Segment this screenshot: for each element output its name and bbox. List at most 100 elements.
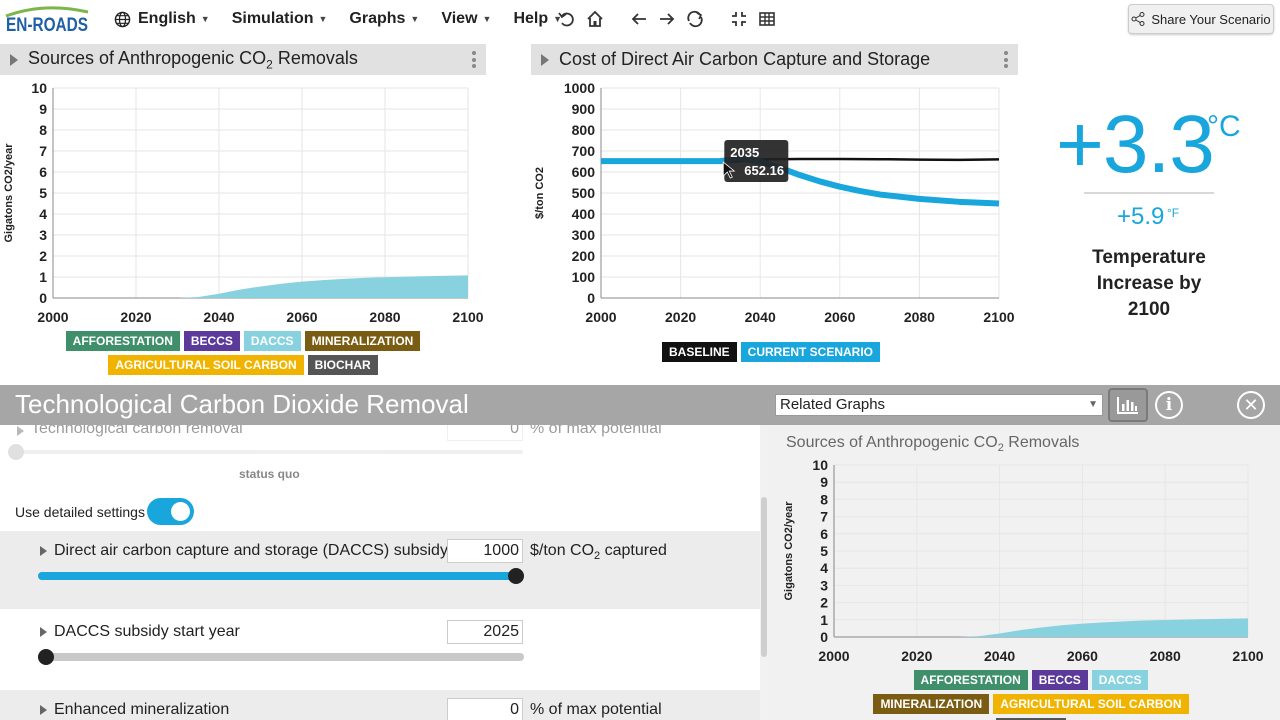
- y-tick-label: 300: [572, 227, 596, 243]
- y-tick-label: 0: [587, 290, 595, 306]
- y-tick-label: 10: [812, 457, 828, 473]
- y-tick-label: 400: [572, 206, 596, 222]
- lever-slider[interactable]: [8, 444, 523, 460]
- lever-panel-title: Technological Carbon Dioxide Removal: [15, 389, 469, 419]
- lever-value-input[interactable]: 1000: [447, 539, 523, 563]
- close-icon[interactable]: ✕: [1237, 391, 1265, 419]
- expand-triangle-icon[interactable]: [10, 53, 18, 66]
- y-tick-label: 8: [39, 122, 47, 138]
- lever-slider[interactable]: [38, 568, 524, 584]
- temperature-celsius: +3.3: [1056, 99, 1215, 190]
- y-tick-label: 2: [820, 595, 828, 611]
- legend-chip-daccs[interactable]: DACCS: [1091, 670, 1149, 690]
- graph-view-button[interactable]: [1108, 388, 1148, 422]
- temperature-divider: [1084, 192, 1214, 194]
- slider-knob[interactable]: [508, 568, 524, 584]
- detailed-settings-label: Use detailed settings: [15, 504, 145, 520]
- compress-icon[interactable]: [728, 8, 750, 30]
- expand-triangle-icon[interactable]: [40, 627, 47, 637]
- menu-label: English: [138, 10, 196, 27]
- y-tick-label: 5: [820, 543, 828, 559]
- x-tick-label: 2060: [1067, 648, 1098, 664]
- x-tick-label: 2040: [984, 648, 1015, 664]
- globe-icon: [114, 11, 131, 27]
- lever-unit: % of max potential: [530, 701, 662, 718]
- related-graphs-select[interactable]: Related Graphs ▼: [775, 394, 1103, 416]
- legend-chip-beccs[interactable]: BECCS: [183, 331, 240, 351]
- cursor-arrow-icon: [722, 161, 736, 179]
- logo-text: EN-ROADS: [6, 15, 88, 34]
- share-scenario-button[interactable]: Share Your Scenario: [1128, 4, 1274, 34]
- legend-chip-baseline[interactable]: BASELINE: [661, 342, 737, 362]
- temperature-celsius-unit: °C: [1207, 110, 1241, 143]
- legend-chip-biochar[interactable]: BIOCHAR: [307, 355, 378, 375]
- graph2-header[interactable]: Cost of Direct Air Carbon Capture and St…: [531, 44, 1018, 75]
- legend-chip-afforestation[interactable]: AFFORESTATION: [65, 331, 180, 351]
- redo-icon[interactable]: [684, 8, 706, 30]
- back-arrow-icon[interactable]: [628, 8, 650, 30]
- toggle-dot: [171, 502, 190, 521]
- legend-chip-agricultural-soil-carbon[interactable]: AGRICULTURAL SOIL CARBON: [108, 355, 304, 375]
- expand-triangle-icon[interactable]: [541, 53, 549, 66]
- y-tick-label: 3: [820, 577, 828, 593]
- x-tick-label: 2040: [745, 309, 776, 325]
- x-tick-label: 2100: [1232, 648, 1263, 664]
- legend-chip-beccs[interactable]: BECCS: [1031, 670, 1088, 690]
- menu-label: Graphs: [349, 10, 406, 27]
- forward-arrow-icon[interactable]: [656, 8, 678, 30]
- graph1-chart: 0 1 2 3 4 5 6 7 8 9 10 2000 2020 2040 2060 2080 2100 Giga…: [3, 80, 484, 325]
- tooltip-value: 652.16: [744, 163, 784, 178]
- menu-label: Simulation: [231, 10, 314, 27]
- lever-scrollbar[interactable]: [760, 425, 768, 720]
- scrollbar-thumb[interactable]: [761, 497, 767, 657]
- status-quo-label: status quo: [239, 467, 300, 481]
- expand-triangle-icon[interactable]: [17, 426, 24, 436]
- graph1-header[interactable]: Sources of Anthropogenic CO2 Removals: [0, 44, 486, 75]
- en-roads-logo[interactable]: EN-ROADS: [4, 4, 90, 34]
- y-tick-label: 4: [820, 560, 828, 576]
- menu-simulation[interactable]: Simulation ▼: [232, 10, 328, 28]
- grid-icon[interactable]: [756, 8, 778, 30]
- lever-value-input[interactable]: 2025: [447, 620, 523, 644]
- lever-value-input[interactable]: 0: [447, 425, 523, 441]
- slider-knob[interactable]: [8, 444, 24, 460]
- home-icon[interactable]: [584, 8, 606, 30]
- lever-row-1: DACCS subsidy start year 2025: [0, 612, 760, 690]
- y-tick-label: 1000: [564, 80, 595, 96]
- chevron-down-icon: ▼: [1088, 399, 1098, 410]
- expand-triangle-icon[interactable]: [40, 546, 47, 556]
- legend-chip-current-scenario[interactable]: CURRENT SCENARIO: [740, 342, 881, 362]
- info-icon[interactable]: i: [1155, 391, 1183, 419]
- y-tick-label: 3: [39, 227, 47, 243]
- lever-slider[interactable]: [38, 649, 524, 665]
- graph2-menu-icon[interactable]: [1004, 51, 1008, 68]
- menu-help[interactable]: Help ▼: [513, 10, 562, 28]
- detailed-settings-toggle[interactable]: [147, 498, 194, 525]
- lever-unit: $/ton CO2 captured: [530, 542, 667, 563]
- slider-knob[interactable]: [38, 649, 54, 665]
- lever-value-input[interactable]: 0: [447, 698, 523, 720]
- graph1-menu-icon[interactable]: [472, 51, 476, 68]
- menu-view[interactable]: View ▼: [441, 10, 491, 28]
- legend-chip-mineralization[interactable]: MINERALIZATION: [304, 331, 421, 351]
- y-axis-label: $/ton CO2: [534, 167, 546, 219]
- legend-chip-agricultural-soil-carbon[interactable]: AGRICULTURAL SOIL CARBON: [993, 694, 1189, 714]
- y-tick-label: 800: [572, 122, 596, 138]
- related-graph-title: Sources of Anthropogenic CO2 Removals: [786, 434, 1080, 455]
- legend-chip-mineralization[interactable]: MINERALIZATION: [873, 694, 990, 714]
- menu-english[interactable]: English ▼: [114, 10, 210, 28]
- x-tick-label: 2080: [369, 309, 400, 325]
- chart-tooltip: 2035 652.16: [722, 140, 789, 182]
- menu-graphs[interactable]: Graphs ▼: [349, 10, 419, 28]
- menu-label: View: [441, 10, 478, 27]
- x-tick-label: 2060: [824, 309, 855, 325]
- x-tick-label: 2020: [665, 309, 696, 325]
- legend-chip-daccs[interactable]: DACCS: [243, 331, 301, 351]
- chevron-down-icon: ▼: [553, 14, 563, 24]
- legend-chip-biochar[interactable]: BIOCHAR: [996, 718, 1066, 720]
- slider-fill: [38, 572, 516, 580]
- undo-icon[interactable]: [556, 8, 578, 30]
- expand-triangle-icon[interactable]: [40, 705, 47, 715]
- legend-chip-afforestation[interactable]: AFFORESTATION: [913, 670, 1028, 690]
